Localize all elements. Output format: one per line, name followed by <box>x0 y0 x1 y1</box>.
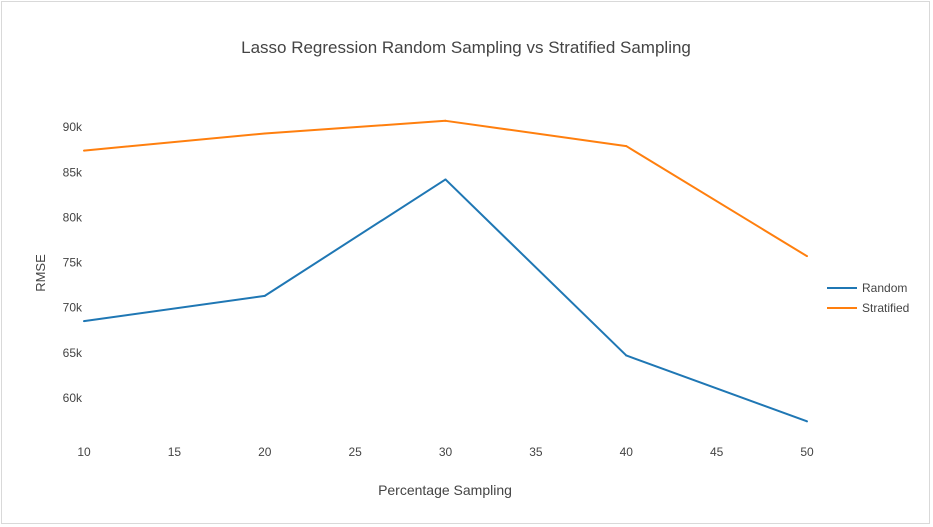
x-tick-label: 30 <box>439 445 453 459</box>
y-tick-label: 60k <box>63 391 83 405</box>
data-point-stratified[interactable] <box>806 255 808 258</box>
x-axis-title: Percentage Sampling <box>378 482 512 498</box>
x-tick-label: 45 <box>710 445 724 459</box>
data-point-stratified[interactable] <box>263 132 266 135</box>
data-point-random[interactable] <box>444 178 447 181</box>
data-point-random[interactable] <box>625 354 628 357</box>
y-axis-title: RMSE <box>33 254 48 292</box>
series-line-stratified[interactable] <box>83 119 808 258</box>
legend-label: Random <box>862 281 907 295</box>
legend-label: Stratified <box>862 301 909 315</box>
y-tick-label: 80k <box>63 210 83 224</box>
data-point-stratified[interactable] <box>444 119 447 122</box>
x-tick-label: 25 <box>348 445 362 459</box>
data-point-random[interactable] <box>263 294 266 297</box>
chart-title: Lasso Regression Random Sampling vs Stra… <box>241 38 691 57</box>
y-axis-ticks: 60k 65k 70k 75k 80k 85k 90k <box>63 120 83 405</box>
x-tick-label: 50 <box>800 445 814 459</box>
legend-item-random[interactable]: Random <box>827 281 907 295</box>
data-point-stratified[interactable] <box>83 149 85 152</box>
x-axis-ticks: 10 15 20 25 30 35 40 45 50 <box>77 445 814 459</box>
y-tick-label: 70k <box>63 301 83 315</box>
data-point-random[interactable] <box>83 320 85 323</box>
y-tick-label: 75k <box>63 256 83 270</box>
x-tick-label: 40 <box>620 445 634 459</box>
x-tick-label: 15 <box>168 445 182 459</box>
data-point-stratified[interactable] <box>625 145 628 148</box>
x-tick-label: 35 <box>529 445 543 459</box>
x-tick-label: 10 <box>77 445 91 459</box>
legend[interactable]: Random Stratified <box>827 281 909 315</box>
y-tick-label: 85k <box>63 165 83 179</box>
data-point-random[interactable] <box>806 420 808 423</box>
y-tick-label: 65k <box>63 346 83 360</box>
series-lines <box>83 119 808 423</box>
series-line-random[interactable] <box>83 178 808 423</box>
y-tick-label: 90k <box>63 120 83 134</box>
legend-item-stratified[interactable]: Stratified <box>827 301 909 315</box>
x-tick-label: 20 <box>258 445 272 459</box>
